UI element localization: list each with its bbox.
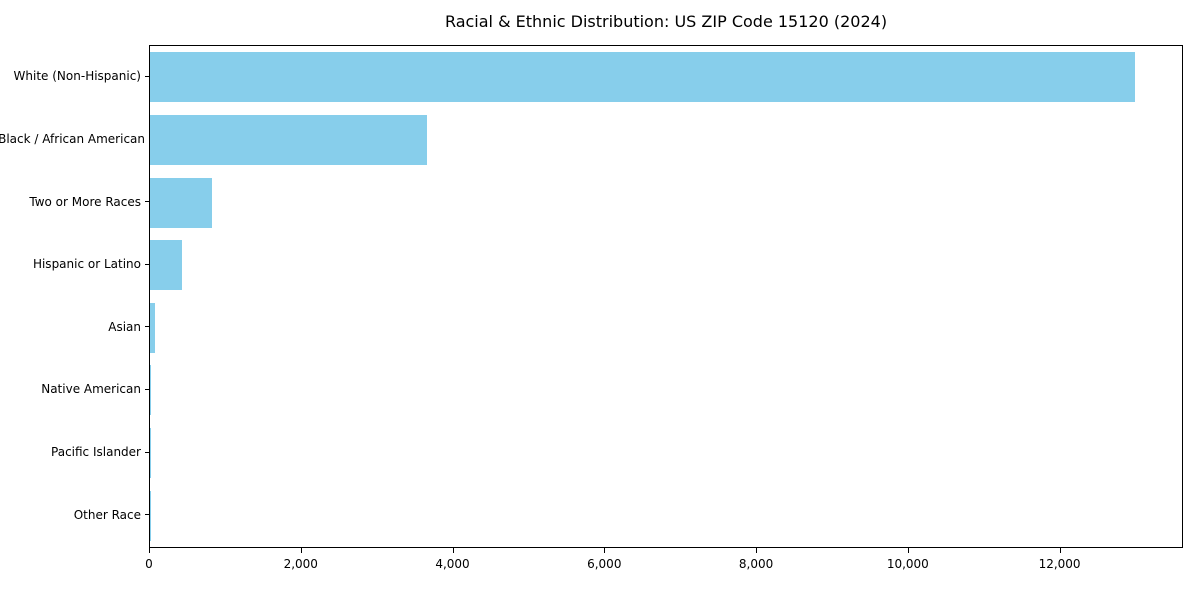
y-axis-label-row: Two or More Races (0, 170, 149, 233)
x-tick-mark (756, 548, 758, 553)
plot-area (149, 45, 1183, 548)
chart-title: Racial & Ethnic Distribution: US ZIP Cod… (444, 12, 888, 31)
x-tick-mark (452, 548, 454, 553)
y-axis-category-label: Native American (41, 382, 141, 397)
y-tick-mark (145, 388, 149, 390)
y-tick-mark (145, 263, 149, 265)
y-axis-category-label: Asian (108, 319, 141, 334)
y-axis-label-row: Native American (0, 358, 149, 421)
x-tick-label: 2,000 (283, 557, 318, 571)
bar (150, 114, 427, 165)
y-axis-category-label: Hispanic or Latino (32, 257, 141, 272)
bar (150, 177, 213, 228)
y-tick-mark (145, 514, 149, 516)
y-axis-label-row: Black / African American (0, 108, 149, 171)
x-tick-label: 4,000 (435, 557, 470, 571)
x-tick-label: 12,000 (1038, 557, 1081, 571)
x-tick-mark (1059, 548, 1061, 553)
y-axis-label-row: Asian (0, 296, 149, 359)
bar (150, 302, 156, 353)
y-axis-category-label: White (Non-Hispanic) (13, 69, 141, 84)
y-tick-mark (145, 201, 149, 203)
x-axis-ticks: 0 2,000 4,000 6,000 8,000 10,000 12,000 (145, 548, 1183, 584)
x-tick-mark (300, 548, 302, 553)
y-axis-category-label: Black / African American (0, 131, 145, 146)
x-tick-label: 0 (145, 557, 153, 571)
y-tick-mark (145, 326, 149, 328)
x-tick-mark (149, 548, 150, 553)
y-axis-label-row: White (Non-Hispanic) (0, 45, 149, 108)
bar (150, 365, 152, 416)
y-axis-category-label: Two or More Races (29, 194, 141, 209)
y-axis-label-row: Other Race (0, 483, 149, 546)
y-axis-label-row: Pacific Islander (0, 421, 149, 484)
y-tick-mark (145, 451, 149, 453)
x-tick-label: 10,000 (886, 557, 929, 571)
y-axis-category-label: Pacific Islander (51, 445, 141, 460)
bar (150, 240, 182, 291)
x-tick-label: 8,000 (738, 557, 774, 571)
y-axis-labels: White (Non-Hispanic) Black / African Amer… (0, 45, 149, 548)
y-axis-label-row: Hispanic or Latino (0, 233, 149, 296)
bar (150, 52, 1135, 103)
y-tick-mark (145, 75, 149, 77)
x-tick-mark (907, 548, 909, 553)
x-tick-mark (604, 548, 606, 553)
y-axis-category-label: Other Race (73, 507, 141, 522)
x-tick-label: 6,000 (587, 557, 622, 571)
